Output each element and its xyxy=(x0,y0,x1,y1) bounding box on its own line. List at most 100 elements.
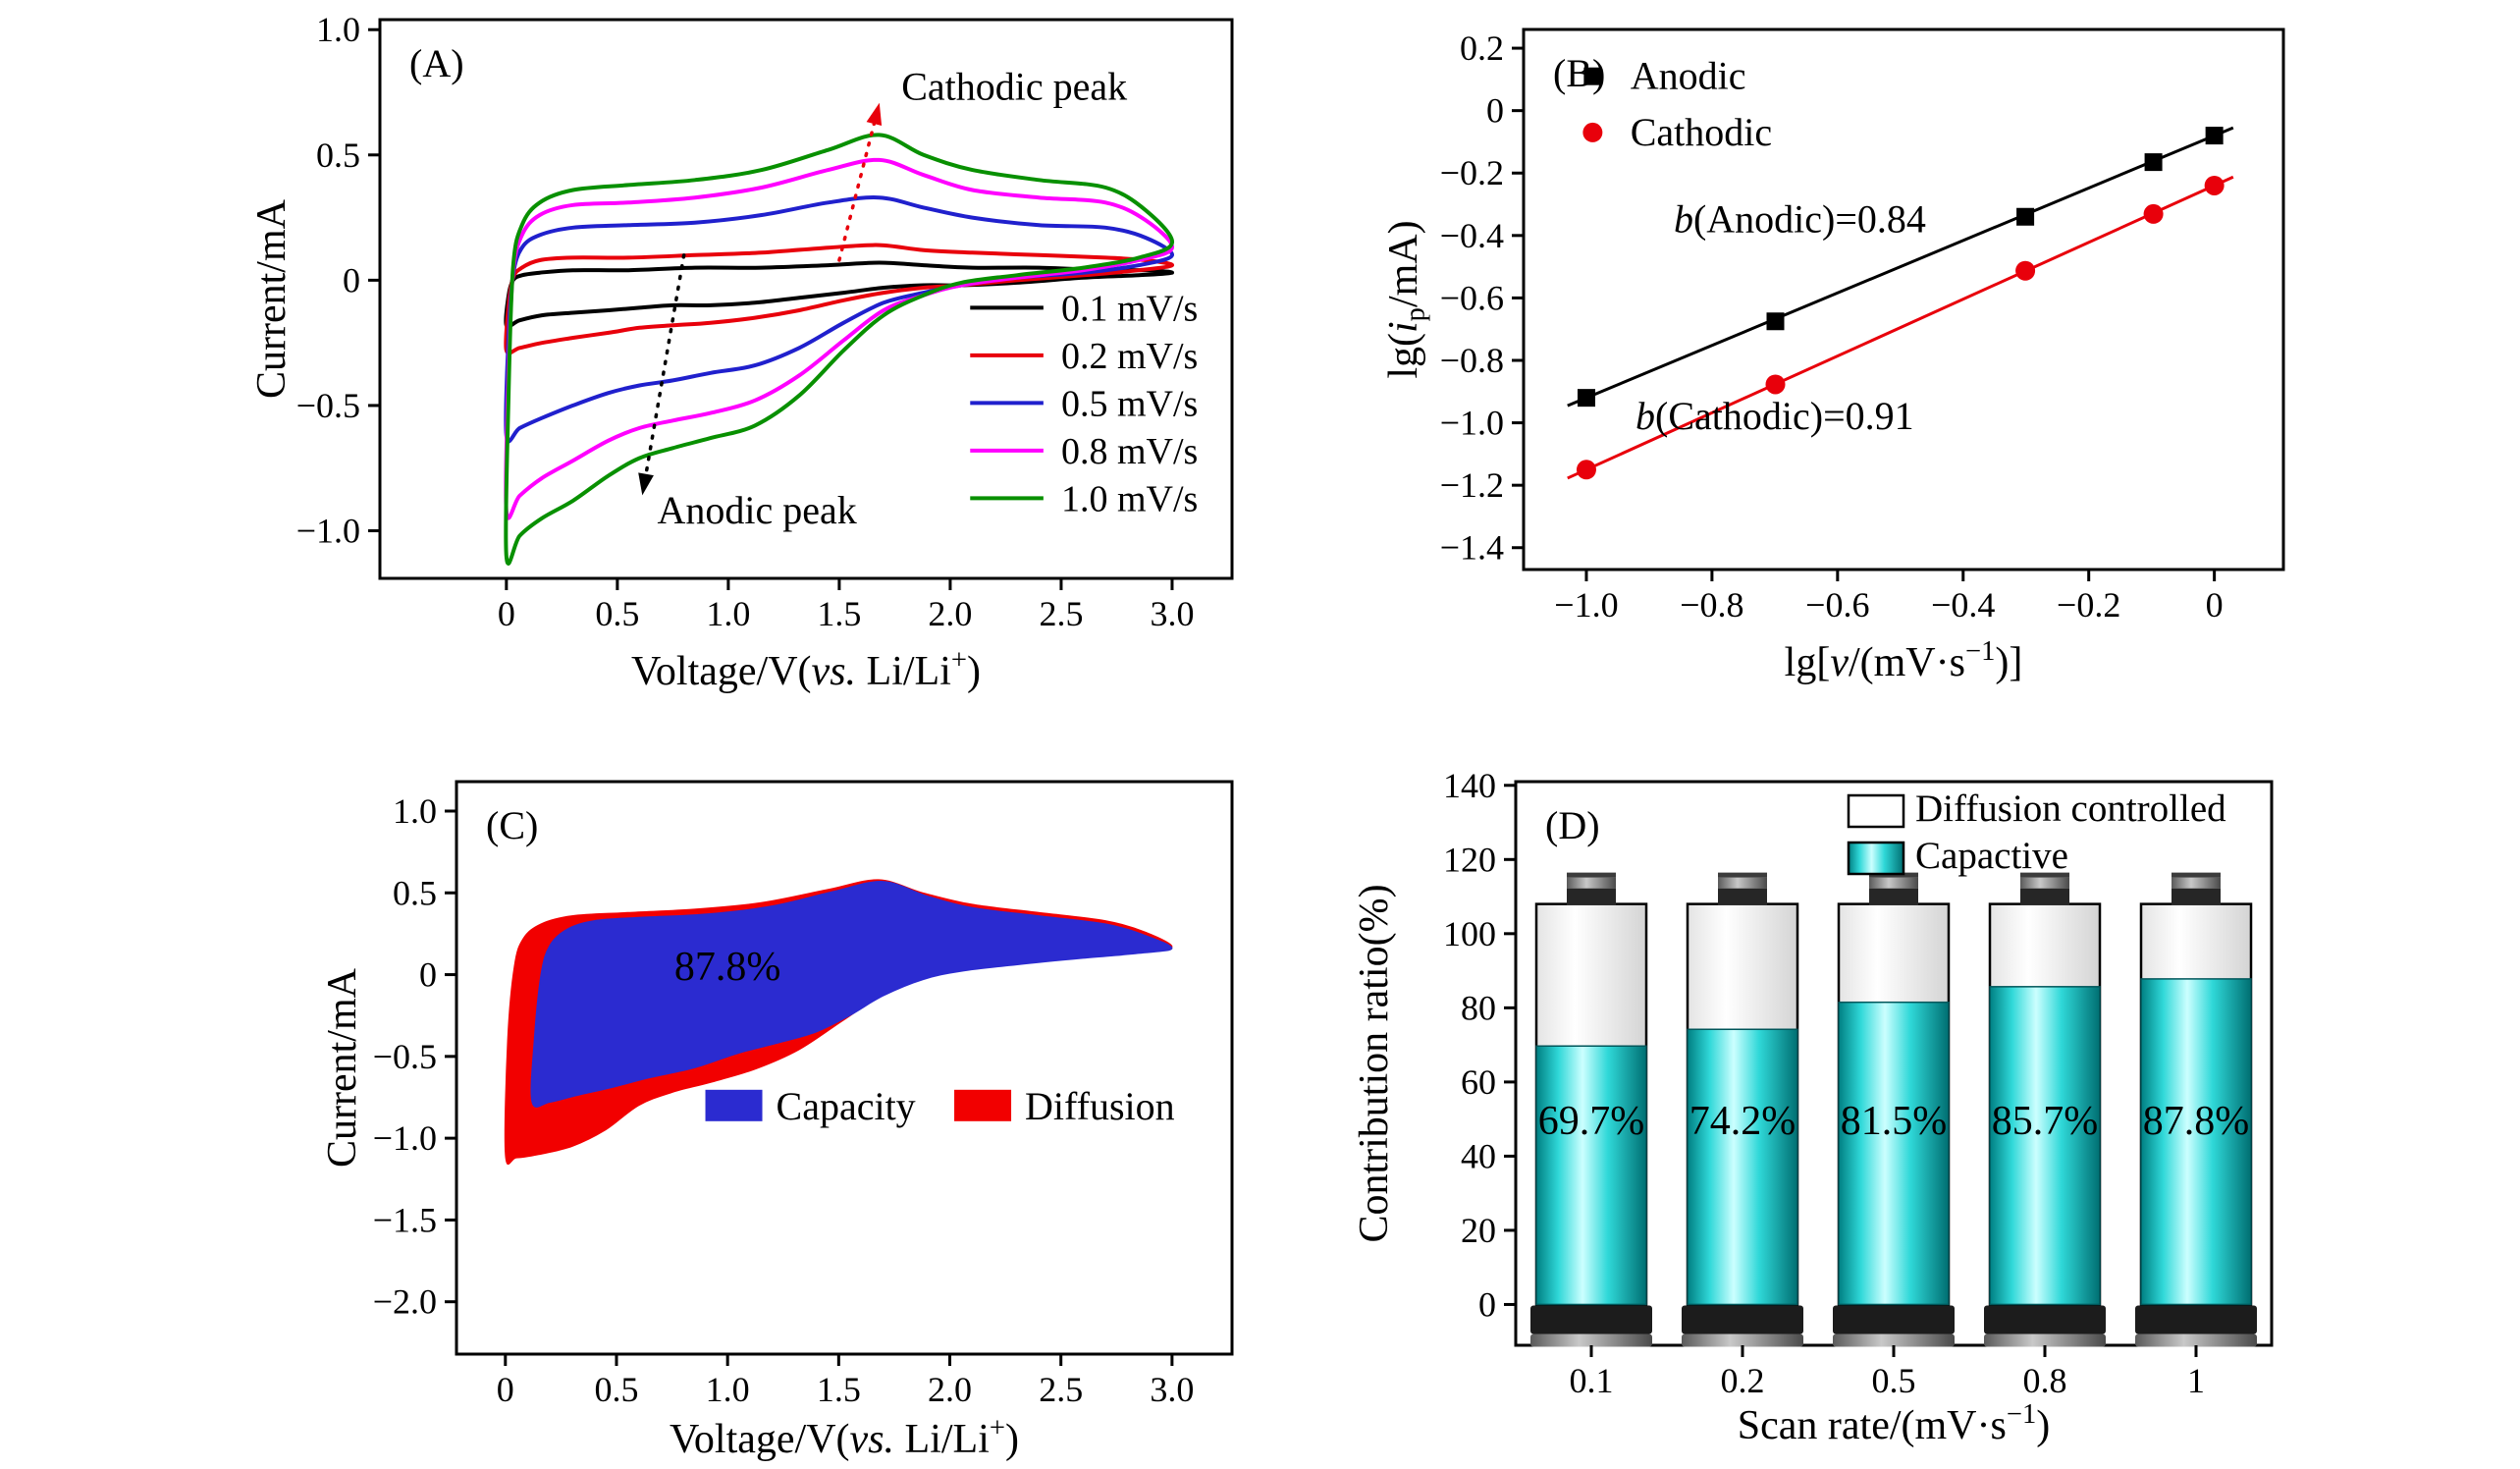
capacitive-bar-segment xyxy=(1687,1028,1798,1306)
battery-base-rim xyxy=(2135,1333,2257,1347)
bar-value-label: 69.7% xyxy=(1538,1099,1645,1144)
annotation-arrowhead xyxy=(638,472,654,496)
x-tick-label: 2.0 xyxy=(928,594,972,633)
x-tick-label: 0.8 xyxy=(2023,1361,2067,1400)
data-marker-circle xyxy=(1765,374,1786,395)
bar-value-label: 85.7% xyxy=(1992,1099,2099,1144)
cv-curve-0.2-mV-s xyxy=(504,243,1175,355)
fit-line-anodic xyxy=(1567,126,2234,408)
battery-cap xyxy=(1869,888,1918,905)
panel-tag: (D) xyxy=(1545,803,1600,847)
bar-value-label: 81.5% xyxy=(1841,1099,1948,1144)
panel-tag: (A) xyxy=(409,41,464,85)
y-tick-label: −0.2 xyxy=(1440,153,1504,192)
x-tick-label: 0.5 xyxy=(594,1370,638,1409)
y-axis-title: Current/mA xyxy=(320,967,365,1168)
x-tick-label: 0 xyxy=(498,594,515,633)
battery-base xyxy=(1530,1305,1652,1334)
y-tick-label: 0.5 xyxy=(393,873,437,912)
legend-label: Diffusion xyxy=(1025,1084,1175,1128)
cv-curve-1.0-mV-s xyxy=(504,133,1174,566)
x-tick-label: 0 xyxy=(2206,585,2224,625)
legend-label: Anodic xyxy=(1631,54,1746,98)
y-tick-label: 100 xyxy=(1443,914,1496,953)
data-marker-circle xyxy=(2143,203,2164,224)
annotation-text: Anodic peak xyxy=(658,488,857,532)
capacitive-bar-segment xyxy=(1838,1001,1950,1306)
y-tick-label: 0.2 xyxy=(1460,28,1504,68)
y-tick-label: 0.5 xyxy=(316,136,360,175)
x-axis-title: lg[v/(mV·s−1)] xyxy=(1785,636,2023,685)
x-tick-label: 1 xyxy=(2187,1361,2205,1400)
y-tick-label: −1.2 xyxy=(1440,465,1504,505)
panel-b-bvalue-scatter-chart: −1.0 −0.8 −0.6 −0.4 −0.2 0 0.2 0 −0.2 −0.4 −0.6 −0.… xyxy=(1260,0,2520,734)
fit-line-cathodic xyxy=(1567,175,2234,480)
battery-cap-top xyxy=(2020,872,2069,878)
x-tick-label: 3.0 xyxy=(1150,594,1194,633)
battery-base-rim xyxy=(1833,1333,1955,1347)
y-tick-label: −0.5 xyxy=(296,386,360,425)
panel-c-capacitive-area-chart: 0 0.5 1.0 1.5 2.0 2.5 3.0 −2.0 −1.5 −1.0 −0.5 0 0.5 1… xyxy=(0,734,1260,1469)
battery-cap-top xyxy=(2171,872,2221,878)
capacitive-bar-segment xyxy=(1989,986,2101,1306)
data-marker-square xyxy=(2205,127,2224,145)
y-tick-label: 80 xyxy=(1461,988,1496,1027)
bar-value-label: 74.2% xyxy=(1689,1099,1796,1144)
battery-cap xyxy=(2020,888,2069,905)
data-marker-square xyxy=(1766,312,1785,331)
cv-curve-0.1-mV-s xyxy=(504,260,1175,329)
battery-base-rim xyxy=(1530,1333,1652,1347)
legend-label: 1.0 mV/s xyxy=(1061,478,1198,519)
y-tick-label: −1.0 xyxy=(373,1118,437,1158)
y-tick-label: 0 xyxy=(419,955,437,995)
y-tick-label: −0.8 xyxy=(1440,341,1504,380)
legend-label: 0.5 mV/s xyxy=(1061,383,1198,424)
x-tick-label: 0.5 xyxy=(595,594,639,633)
legend-label: 0.8 mV/s xyxy=(1061,431,1198,472)
area-capacity xyxy=(530,881,1173,1108)
panel-d-contribution-bar-chart: 0 20 40 60 80 100 120 140 Scan rate/(mV·s−1) Cont… xyxy=(1260,734,2520,1469)
battery-cap-band xyxy=(2020,877,2069,889)
panel-tag: (C) xyxy=(486,803,538,847)
battery-cap-band xyxy=(1869,877,1918,889)
x-tick-label: −0.4 xyxy=(1931,585,1995,625)
x-tick-label: 1.5 xyxy=(817,594,861,633)
cv-curve-0.8-mV-s xyxy=(504,157,1174,520)
battery-base xyxy=(2135,1305,2257,1334)
y-axis-title: Current/mA xyxy=(249,198,295,399)
battery-base xyxy=(1984,1305,2106,1334)
data-marker-circle xyxy=(2204,175,2225,195)
y-tick-label: 1.0 xyxy=(393,791,437,831)
capacitive-percentage-label: 87.8% xyxy=(674,945,781,990)
battery-base xyxy=(1833,1305,1955,1334)
y-axis-title: lg(ip/mA) xyxy=(1381,220,1431,378)
x-tick-label: 1.0 xyxy=(706,594,750,633)
y-tick-label: 0 xyxy=(1486,91,1504,131)
x-tick-label: −0.6 xyxy=(1805,585,1869,625)
x-axis-title: Voltage/V(vs. Li/Li+) xyxy=(631,645,981,694)
y-tick-label: 20 xyxy=(1461,1211,1496,1250)
legend-swatch-capacitive xyxy=(1847,841,1905,876)
y-tick-label: 0 xyxy=(343,260,360,299)
data-marker-circle xyxy=(1576,460,1596,480)
annotation-arrowhead xyxy=(866,102,883,126)
x-tick-label: −0.8 xyxy=(1680,585,1743,625)
data-marker-square xyxy=(2144,153,2163,172)
battery-base xyxy=(1682,1305,1803,1334)
annotation-arrow-line xyxy=(642,253,686,488)
battery-cap-band xyxy=(1567,877,1616,889)
legend-swatch-diffusion xyxy=(1847,793,1905,829)
battery-base-rim xyxy=(1984,1333,2106,1347)
bar-value-label: 87.8% xyxy=(2143,1099,2250,1144)
legend-label: 0.2 mV/s xyxy=(1061,336,1198,377)
x-tick-label: 0.5 xyxy=(1872,1361,1916,1400)
data-marker-circle xyxy=(2015,260,2036,281)
plot-frame xyxy=(455,780,1234,1356)
x-tick-label: 2.5 xyxy=(1039,1370,1083,1409)
y-tick-label: 0 xyxy=(1478,1284,1496,1324)
battery-cap xyxy=(1718,888,1767,905)
annotation-text: Cathodic peak xyxy=(901,65,1127,109)
panel-a-cv-curves-chart: 0 0.5 1.0 1.5 2.0 2.5 3.0 −1.0 −0.5 0 0.5 1.0 Voltag… xyxy=(0,0,1260,734)
x-tick-label: 0 xyxy=(497,1370,514,1409)
